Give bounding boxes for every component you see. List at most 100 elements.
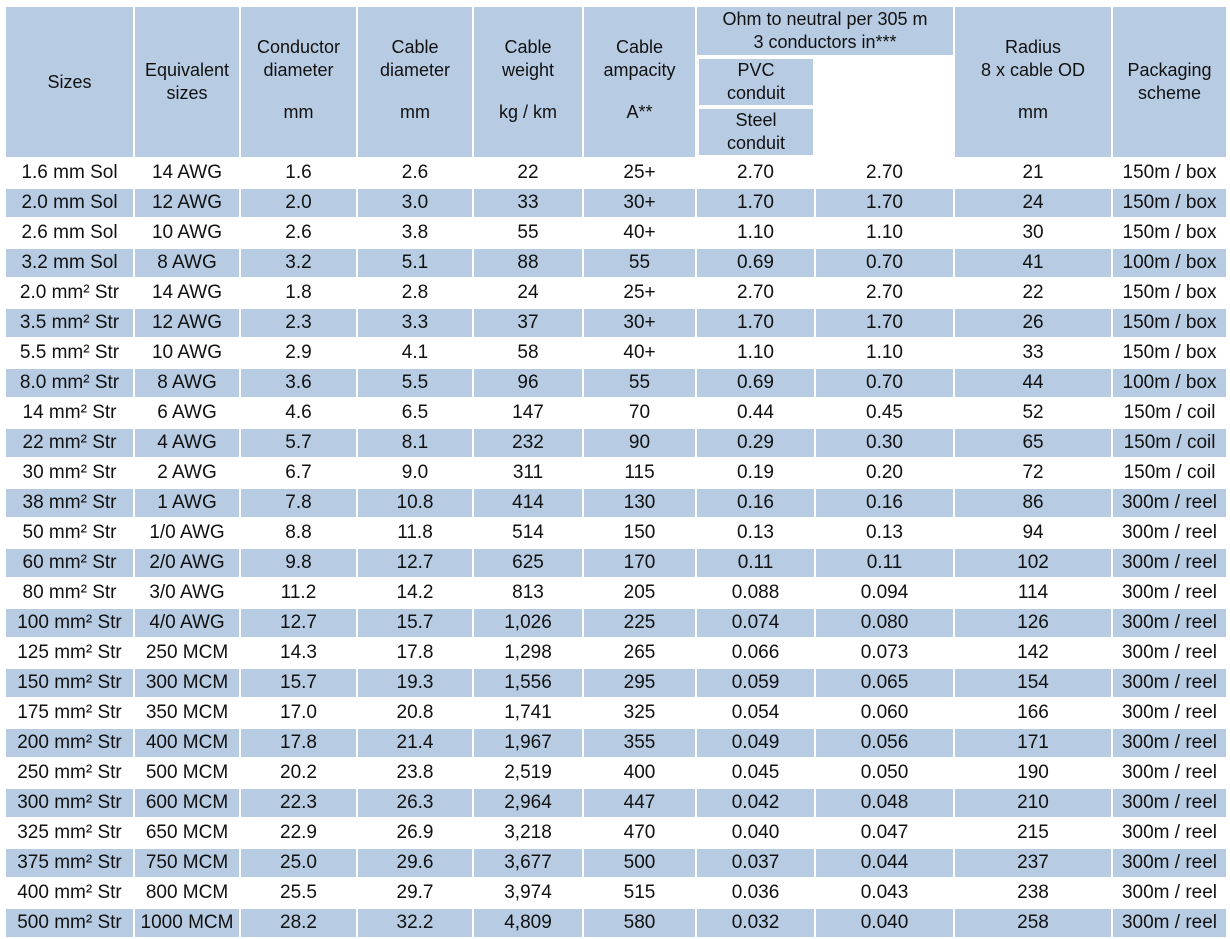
cell-equivalent-size: 400 MCM (133, 727, 241, 759)
cell-ampacity: 225 (582, 607, 697, 639)
table-row: 2.0 mm² Str 14 AWG 1.8 2.8 24 25+ 2.70 2.70 22 15… (4, 277, 1229, 309)
cell-packaging: 300m / reel (1111, 697, 1229, 729)
col-header-radius-line1: Radius (1005, 37, 1062, 57)
col-header-equivalent-line1: Equivalent (144, 60, 230, 80)
cell-size: 400 mm² Str (4, 877, 135, 909)
table-row: 3.5 mm² Str 12 AWG 2.3 3.3 37 30+ 1.70 1.70 26 15… (4, 307, 1229, 339)
cell-equivalent-size: 650 MCM (133, 817, 241, 849)
cell-ampacity: 40+ (582, 337, 697, 369)
cell-cable-weight: 311 (472, 457, 584, 489)
table-row: 100 mm² Str 4/0 AWG 12.7 15.7 1,026 225 0.074 0… (4, 607, 1229, 639)
cell-size: 14 mm² Str (4, 397, 135, 429)
cell-size: 5.5 mm² Str (4, 337, 135, 369)
cell-ohm-pvc: 0.19 (695, 457, 816, 489)
cell-cable-diameter: 29.7 (356, 877, 474, 909)
cell-cable-weight: 813 (472, 577, 584, 609)
cell-radius: 72 (953, 457, 1114, 489)
col-header-steel-line2: conduit (726, 133, 786, 153)
cell-ohm-steel: 0.060 (813, 697, 956, 729)
cell-equivalent-size: 8 AWG (133, 247, 241, 279)
col-header-radius-unit: mm (1018, 102, 1049, 122)
cell-ohm-steel: 0.20 (813, 457, 956, 489)
cell-ampacity: 25+ (582, 157, 697, 189)
col-header-ampacity-unit: A** (626, 102, 653, 122)
cell-cable-diameter: 20.8 (356, 697, 474, 729)
cell-radius: 21 (953, 157, 1114, 189)
cell-conductor-diameter: 20.2 (239, 757, 358, 789)
cell-packaging: 300m / reel (1111, 757, 1229, 789)
cell-equivalent-size: 1 AWG (133, 487, 241, 519)
cell-packaging: 100m / box (1111, 367, 1229, 399)
cell-ampacity: 515 (582, 877, 697, 909)
cell-packaging: 150m / coil (1111, 427, 1229, 459)
cell-radius: 114 (953, 577, 1114, 609)
cell-conductor-diameter: 2.6 (239, 217, 358, 249)
cell-size: 325 mm² Str (4, 817, 135, 849)
table-row: 1.6 mm Sol 14 AWG 1.6 2.6 22 25+ 2.70 2.70 21 150… (4, 157, 1229, 189)
cell-conductor-diameter: 8.8 (239, 517, 358, 549)
cell-ohm-steel: 0.080 (813, 607, 956, 639)
cell-cable-diameter: 10.8 (356, 487, 474, 519)
cell-ampacity: 40+ (582, 217, 697, 249)
cell-cable-diameter: 26.3 (356, 787, 474, 819)
table-row: 8.0 mm² Str 8 AWG 3.6 5.5 96 55 0.69 0.70 44 100m… (4, 367, 1229, 399)
cell-packaging: 150m / coil (1111, 397, 1229, 429)
cell-packaging: 100m / box (1111, 247, 1229, 279)
cell-cable-diameter: 2.6 (356, 157, 474, 189)
cell-radius: 41 (953, 247, 1114, 279)
col-header-steel-line1: Steel (735, 110, 777, 130)
cell-ohm-steel: 0.043 (813, 877, 956, 909)
cell-cable-diameter: 2.8 (356, 277, 474, 309)
table-row: 300 mm² Str 600 MCM 22.3 26.3 2,964 447 0.042 0… (4, 787, 1229, 819)
cell-size: 2.0 mm Sol (4, 187, 135, 219)
cell-size: 250 mm² Str (4, 757, 135, 789)
col-header-ampacity: Cable ampacity A** (582, 5, 697, 159)
cell-size: 1.6 mm Sol (4, 157, 135, 189)
cell-ampacity: 265 (582, 637, 697, 669)
cell-cable-diameter: 26.9 (356, 817, 474, 849)
cell-cable-weight: 414 (472, 487, 584, 519)
table-row: 150 mm² Str 300 MCM 15.7 19.3 1,556 295 0.059 0… (4, 667, 1229, 699)
cell-ampacity: 115 (582, 457, 697, 489)
cell-equivalent-size: 6 AWG (133, 397, 241, 429)
cell-ampacity: 205 (582, 577, 697, 609)
cell-ampacity: 580 (582, 907, 697, 939)
col-header-radius-line2: 8 x cable OD (980, 60, 1086, 80)
col-header-ohm-line1: Ohm to neutral per 305 m (722, 9, 928, 29)
table-row: 30 mm² Str 2 AWG 6.7 9.0 311 115 0.19 0.20 72 150… (4, 457, 1229, 489)
cell-ohm-steel: 1.70 (813, 307, 956, 339)
cell-conductor-diameter: 15.7 (239, 667, 358, 699)
table-row: 175 mm² Str 350 MCM 17.0 20.8 1,741 325 0.054 0… (4, 697, 1229, 729)
cell-ohm-steel: 1.10 (813, 337, 956, 369)
cell-ohm-steel: 0.094 (813, 577, 956, 609)
cell-ohm-pvc: 1.10 (695, 337, 816, 369)
col-header-packaging-line1: Packaging (1127, 60, 1212, 80)
cell-conductor-diameter: 25.0 (239, 847, 358, 879)
cell-conductor-diameter: 3.6 (239, 367, 358, 399)
cell-conductor-diameter: 1.6 (239, 157, 358, 189)
cell-packaging: 300m / reel (1111, 547, 1229, 579)
cell-ampacity: 55 (582, 367, 697, 399)
cell-cable-diameter: 6.5 (356, 397, 474, 429)
cell-size: 8.0 mm² Str (4, 367, 135, 399)
cell-cable-weight: 1,967 (472, 727, 584, 759)
cell-radius: 166 (953, 697, 1114, 729)
cell-radius: 24 (953, 187, 1114, 219)
col-header-conductor-line1: Conductor (256, 37, 341, 57)
cell-packaging: 150m / coil (1111, 457, 1229, 489)
cell-equivalent-size: 14 AWG (133, 277, 241, 309)
cell-conductor-diameter: 17.8 (239, 727, 358, 759)
cell-packaging: 300m / reel (1111, 607, 1229, 639)
cell-packaging: 300m / reel (1111, 667, 1229, 699)
cable-spec-page: Sizes Equivalent sizes Conductor diamete… (4, 5, 1229, 939)
cell-ohm-steel: 0.056 (813, 727, 956, 759)
cell-size: 2.6 mm Sol (4, 217, 135, 249)
cell-cable-diameter: 3.8 (356, 217, 474, 249)
cell-ohm-pvc: 1.70 (695, 307, 816, 339)
col-header-radius: Radius 8 x cable OD mm (953, 5, 1114, 159)
cell-conductor-diameter: 5.7 (239, 427, 358, 459)
cell-radius: 65 (953, 427, 1114, 459)
table-row: 325 mm² Str 650 MCM 22.9 26.9 3,218 470 0.040 0… (4, 817, 1229, 849)
cell-cable-weight: 232 (472, 427, 584, 459)
cell-ohm-pvc: 2.70 (695, 157, 816, 189)
